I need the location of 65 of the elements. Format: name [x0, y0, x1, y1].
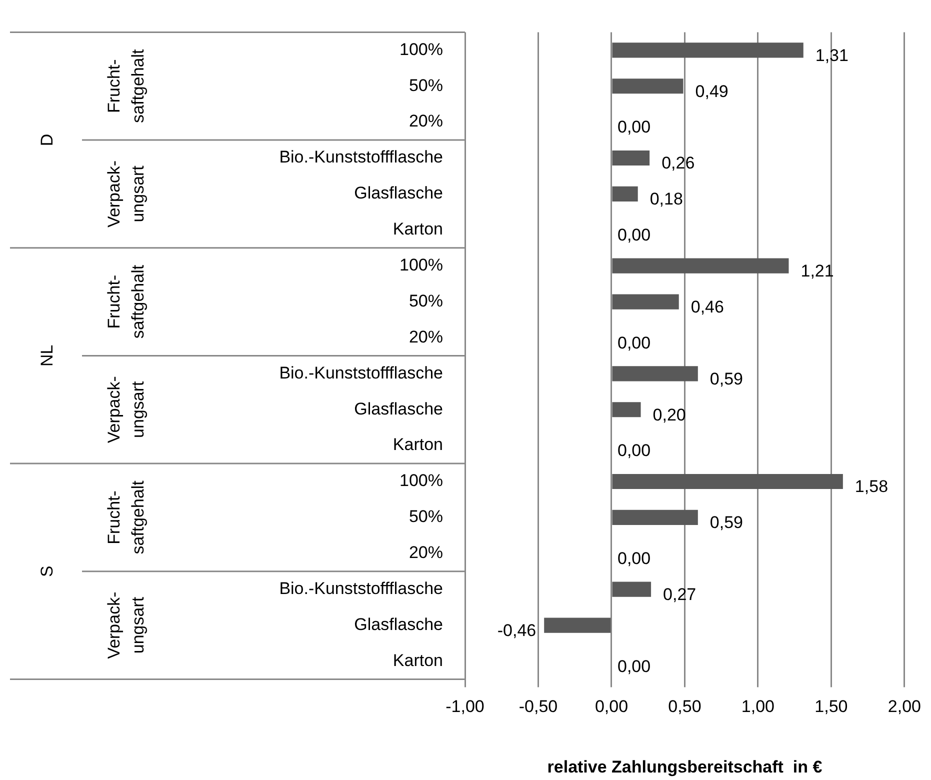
bar	[612, 582, 652, 597]
y-tick-label: 50%	[408, 507, 443, 526]
data-label: 0,00	[617, 226, 651, 245]
data-label: -0,46	[497, 620, 536, 640]
x-tick-label: 0,00	[594, 697, 628, 716]
bar	[544, 618, 611, 633]
bar	[612, 474, 843, 490]
data-label: 0,59	[710, 513, 744, 532]
data-label: 0,26	[662, 154, 695, 173]
x-tick-label: -1,00	[446, 697, 484, 716]
bar	[612, 186, 638, 202]
text: Verpack- ungsart	[104, 160, 148, 228]
y-tick-label: Karton	[392, 220, 443, 239]
text: S	[38, 566, 57, 578]
y-tick-label: Bio.-Kunststoffflasche	[279, 148, 443, 167]
x-tick-label: 2,00	[888, 697, 922, 716]
x-tick-label: 1,50	[814, 697, 848, 716]
data-label: 1,31	[815, 46, 848, 65]
data-label: 0,00	[617, 549, 651, 568]
data-label: 0,00	[617, 333, 651, 352]
y-tick-label: Karton	[392, 435, 443, 454]
text: Frucht- saftgehalt	[104, 264, 148, 339]
y-tick-label: Glasflasche	[354, 399, 443, 418]
y-tick-label: 100%	[400, 471, 443, 490]
y-tick-label: Glasflasche	[354, 614, 443, 634]
bar	[612, 294, 679, 310]
y-tick-label: 50%	[408, 291, 443, 310]
y-tick-label: Glasflasche	[354, 184, 443, 203]
y-tick-label: Bio.-Kunststoffflasche	[279, 579, 443, 598]
data-label: 0,49	[695, 82, 728, 101]
y-tick-label: 100%	[400, 40, 443, 59]
y-tick-label: 20%	[408, 327, 443, 346]
data-label: 1,58	[854, 477, 888, 496]
y-tick-label: Bio.-Kunststoffflasche	[279, 363, 443, 382]
data-label: 0,27	[663, 585, 696, 604]
bar	[612, 510, 698, 525]
bar	[612, 42, 804, 58]
data-label: 0,46	[690, 297, 724, 316]
text: Verpack- ungsart	[104, 592, 148, 659]
data-label: 0,00	[617, 656, 651, 676]
data-label: 0,00	[617, 118, 651, 137]
data-label: 0,20	[652, 405, 686, 424]
data-label: 0,59	[710, 369, 744, 388]
bar	[612, 78, 684, 94]
bar	[612, 258, 789, 274]
y-tick-label: 100%	[400, 256, 443, 275]
x-tick-label: -0,50	[518, 697, 558, 716]
text: Frucht- saftgehalt	[104, 48, 148, 123]
bar	[612, 366, 698, 382]
data-label: 0,00	[617, 441, 651, 460]
data-label: 1,21	[800, 262, 834, 281]
text: D	[38, 134, 57, 146]
data-label: 0,18	[650, 190, 683, 209]
bar	[612, 402, 641, 418]
text: NL	[38, 344, 57, 367]
y-tick-label: 20%	[408, 543, 443, 562]
y-tick-label: 20%	[408, 112, 443, 131]
bar	[612, 150, 650, 166]
x-tick-label: 0,50	[668, 697, 702, 716]
x-axis-title: relative Zahlungsbereitschaft in €	[547, 757, 823, 776]
text: Frucht- saftgehalt	[104, 480, 148, 554]
text: Verpack- ungsart	[104, 376, 148, 444]
y-tick-label: 50%	[408, 76, 443, 95]
x-tick-label: 1,00	[741, 697, 775, 716]
y-tick-label: Karton	[392, 650, 443, 670]
